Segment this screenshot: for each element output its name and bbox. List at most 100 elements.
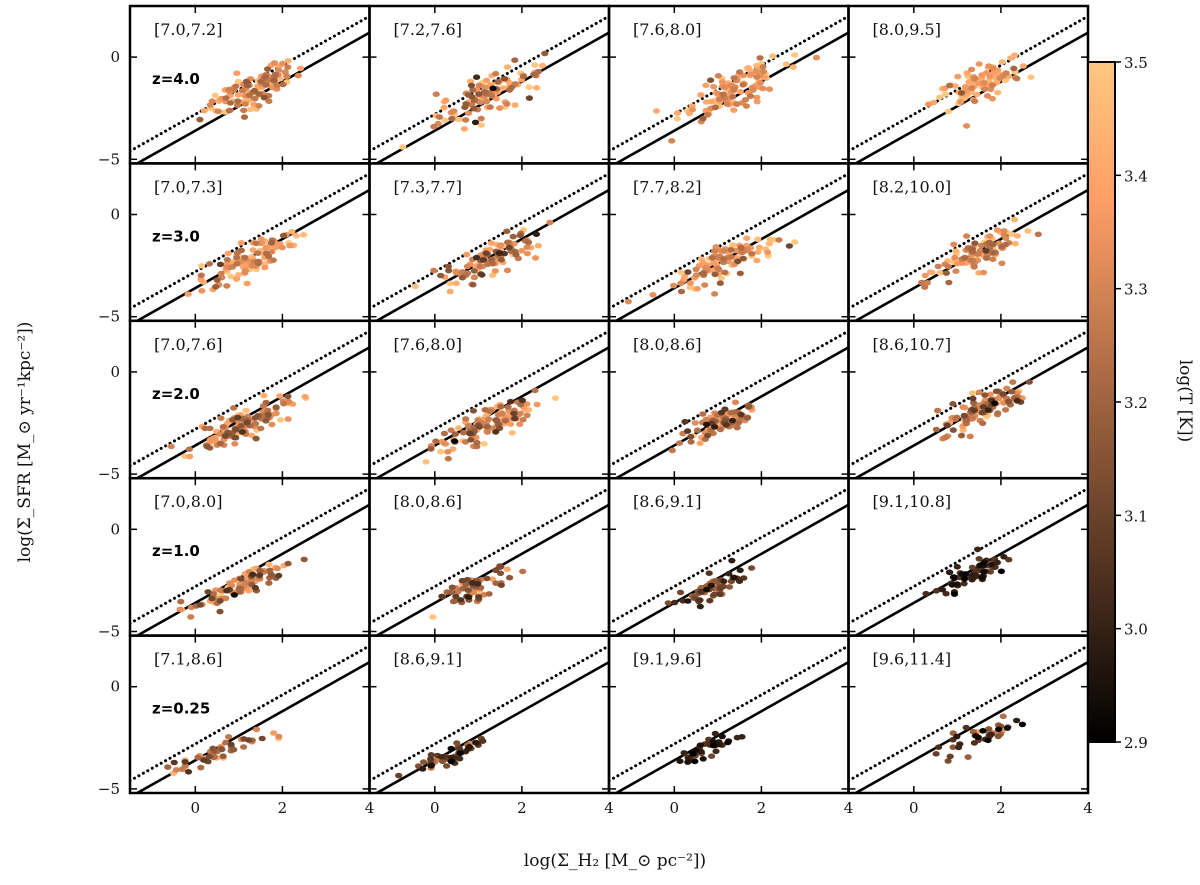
- data-point: [754, 236, 762, 242]
- panel-plot-area: [369, 329, 609, 479]
- data-point: [677, 280, 685, 287]
- data-point: [963, 123, 971, 129]
- data-point: [689, 751, 697, 757]
- data-point: [234, 102, 242, 109]
- data-point: [693, 427, 702, 434]
- data-point: [184, 291, 192, 298]
- data-point: [262, 82, 270, 88]
- data-point: [258, 240, 266, 246]
- data-point: [729, 94, 737, 100]
- data-point: [649, 292, 657, 298]
- data-point: [518, 248, 526, 254]
- data-point: [234, 98, 242, 104]
- data-point: [505, 87, 514, 93]
- data-point: [707, 582, 715, 589]
- data-point: [971, 98, 979, 104]
- data-point: [749, 87, 757, 93]
- data-point: [982, 248, 990, 254]
- data-point: [213, 277, 221, 283]
- data-point: [251, 95, 259, 102]
- data-point: [255, 91, 263, 97]
- data-point: [960, 576, 969, 582]
- data-point: [747, 71, 755, 78]
- data-point: [677, 288, 686, 295]
- data-point: [257, 236, 265, 242]
- data-point: [727, 247, 735, 253]
- data-point: [258, 735, 266, 742]
- data-point: [753, 257, 761, 264]
- mass-range-label: [7.0,7.2]: [154, 20, 222, 39]
- data-point: [687, 433, 695, 440]
- data-point: [970, 263, 978, 270]
- data-point: [971, 76, 979, 82]
- data-point: [998, 243, 1006, 250]
- data-point: [257, 78, 265, 85]
- data-point: [491, 268, 499, 274]
- data-point: [256, 572, 264, 579]
- x-tick-label: 2: [996, 799, 1006, 817]
- data-point: [241, 101, 249, 107]
- data-point: [986, 233, 994, 239]
- data-point: [223, 587, 231, 594]
- data-point: [487, 240, 495, 246]
- data-point: [245, 92, 253, 99]
- data-point: [697, 588, 705, 595]
- data-point: [918, 279, 926, 286]
- data-point: [473, 439, 481, 446]
- data-point: [775, 237, 783, 243]
- data-point: [456, 755, 464, 762]
- data-point: [237, 247, 245, 254]
- data-point: [932, 751, 940, 757]
- data-point: [503, 228, 511, 235]
- data-point: [989, 256, 997, 263]
- data-point: [954, 73, 962, 80]
- data-point: [710, 591, 719, 598]
- data-point: [686, 284, 694, 291]
- data-point: [240, 744, 248, 750]
- data-point: [736, 270, 744, 277]
- data-point: [504, 404, 512, 410]
- data-point: [438, 593, 446, 600]
- data-point: [531, 62, 539, 68]
- data-point: [968, 390, 977, 396]
- data-point: [300, 556, 308, 563]
- data-point: [284, 64, 292, 70]
- data-point: [479, 257, 487, 263]
- data-point: [235, 585, 243, 592]
- data-point: [707, 98, 716, 105]
- reference-line-dotted: [609, 644, 849, 783]
- data-point: [739, 255, 747, 262]
- data-point: [205, 261, 214, 267]
- data-point: [723, 101, 731, 107]
- data-point: [456, 750, 464, 756]
- x-tick-label: 4: [1083, 799, 1093, 817]
- data-point: [209, 745, 217, 752]
- data-point: [420, 759, 428, 765]
- panel-0-0: −5 0 [7.0,7.2] z=4.0: [98, 4, 371, 168]
- data-point: [269, 257, 277, 264]
- y-tick-label: 0: [110, 363, 120, 381]
- data-point: [225, 734, 233, 740]
- x-tick-label: 4: [844, 799, 854, 817]
- data-point: [430, 267, 438, 274]
- data-point: [1003, 725, 1012, 731]
- data-point: [524, 239, 533, 246]
- data-point: [952, 268, 960, 275]
- data-point: [284, 393, 292, 400]
- data-point: [233, 70, 241, 76]
- data-point: [442, 97, 450, 103]
- data-point: [696, 742, 705, 748]
- data-point: [511, 102, 519, 108]
- data-point: [238, 87, 247, 94]
- data-point: [1009, 379, 1017, 385]
- data-point: [934, 407, 942, 414]
- data-point: [525, 95, 534, 101]
- data-point: [296, 65, 305, 72]
- data-point: [985, 726, 993, 732]
- data-point: [968, 85, 976, 91]
- data-point: [984, 737, 992, 744]
- data-point: [738, 249, 747, 255]
- data-point: [696, 597, 704, 603]
- data-point: [966, 433, 974, 440]
- x-tick-label: 0: [909, 799, 919, 817]
